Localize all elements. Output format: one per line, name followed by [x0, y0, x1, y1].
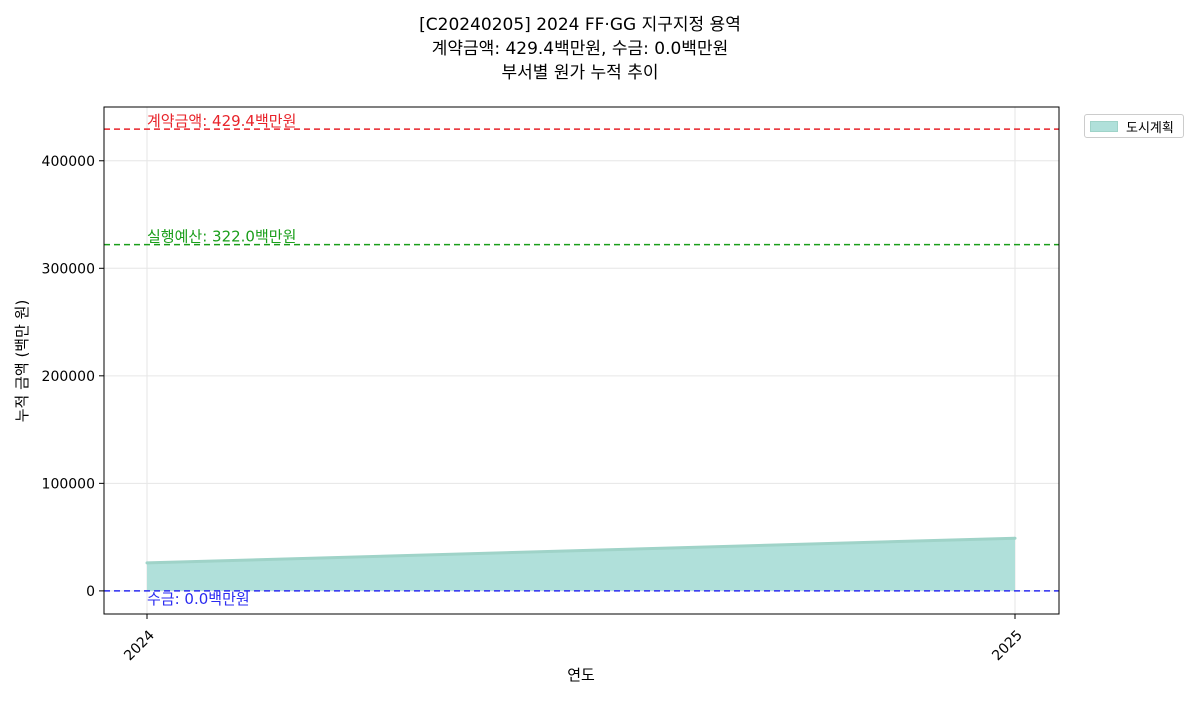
area-fill-series-0	[147, 538, 1015, 591]
x-axis-label: 연도	[567, 666, 595, 684]
data-point-0-1	[1013, 536, 1017, 540]
chart-title-line-1: [C20240205] 2024 FF·GG 지구지정 용역	[419, 15, 741, 35]
x-tick-label-0: 2024	[121, 627, 158, 664]
y-tick-label-1: 100000	[42, 476, 95, 492]
y-tick-label-4: 400000	[42, 154, 95, 170]
legend: 도시계획	[1084, 114, 1184, 138]
grid-layer	[104, 107, 1059, 614]
data-layer	[145, 536, 1017, 591]
y-axis-label: 누적 금액 (백만 원)	[13, 300, 31, 423]
reference-label-0: 계약금액: 429.4백만원	[147, 112, 296, 130]
reference-label-2: 수금: 0.0백만원	[147, 590, 250, 608]
y-tick-label-2: 200000	[42, 369, 95, 385]
y-tick-label-0: 0	[86, 584, 95, 600]
chart-title-line-2: 계약금액: 429.4백만원, 수금: 0.0백만원	[432, 39, 728, 59]
reference-label-1: 실행예산: 322.0백만원	[147, 228, 296, 246]
y-tick-label-3: 300000	[42, 261, 95, 277]
plot-frame	[103, 106, 1060, 615]
legend-swatch-urban-planning	[1090, 120, 1118, 132]
area-line-series-0	[146, 536, 1016, 565]
data-point-0-0	[145, 561, 149, 565]
chart-title-line-3: 부서별 원가 누적 추이	[502, 63, 659, 83]
legend-label-urban-planning: 도시계획	[1126, 120, 1174, 136]
x-tick-label-1: 2025	[989, 628, 1026, 665]
